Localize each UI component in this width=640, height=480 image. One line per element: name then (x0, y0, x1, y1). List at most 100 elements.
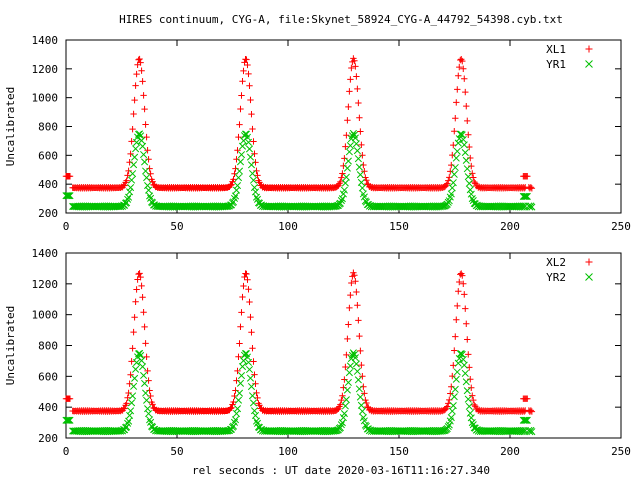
data-point (358, 407, 366, 415)
data-point (454, 139, 462, 147)
data-point (451, 127, 458, 135)
data-point (238, 92, 245, 99)
y-tick-label: 1400 (32, 247, 59, 260)
data-point (447, 390, 454, 397)
data-point (133, 286, 140, 293)
data-point (351, 134, 359, 142)
data-point (249, 176, 258, 184)
data-point (528, 203, 536, 211)
data-point (147, 418, 155, 426)
data-point (233, 182, 242, 190)
data-point (141, 105, 148, 113)
data-point (449, 151, 456, 159)
legend-label: XL1 (546, 43, 566, 56)
data-point (141, 158, 149, 166)
data-point (239, 293, 246, 301)
data-point (463, 165, 471, 173)
data-point (139, 142, 147, 150)
data-point (361, 168, 368, 175)
data-point (342, 143, 349, 150)
data-point (66, 192, 74, 200)
data-point (341, 402, 349, 410)
data-point (351, 272, 358, 279)
data-point (341, 376, 348, 383)
data-point (243, 270, 250, 278)
data-point (252, 380, 259, 387)
x-tick-label: 100 (278, 445, 298, 458)
data-point (145, 156, 152, 163)
data-point (464, 173, 472, 181)
data-point (140, 371, 148, 380)
series-XL1 (62, 55, 536, 192)
x-tick-label: 250 (611, 220, 631, 233)
data-point (143, 353, 150, 361)
data-point (222, 202, 231, 210)
y-tick-label: 1400 (32, 34, 59, 47)
legend-marker (585, 258, 593, 266)
data-point (463, 387, 471, 395)
data-point (521, 185, 528, 192)
data-point (527, 407, 535, 414)
data-point (232, 165, 239, 172)
data-point (136, 349, 144, 357)
y-tick-label: 600 (38, 149, 58, 162)
data-point (231, 416, 240, 424)
legend-marker (585, 273, 593, 281)
data-point (249, 344, 256, 352)
data-point (128, 399, 136, 407)
data-point (251, 371, 258, 378)
data-point (244, 358, 253, 366)
data-point (243, 56, 250, 63)
data-point (144, 367, 151, 375)
data-point (357, 128, 364, 135)
data-point (467, 414, 475, 422)
data-point (464, 395, 472, 403)
data-point (125, 167, 132, 175)
data-point (235, 133, 242, 141)
legend-label: YR2 (546, 271, 566, 284)
data-point (453, 99, 460, 106)
data-point (528, 428, 536, 436)
data-point (455, 288, 462, 295)
data-point (130, 328, 137, 336)
data-point (125, 417, 133, 425)
data-point (468, 162, 475, 170)
data-point (65, 416, 73, 424)
data-point (133, 359, 141, 367)
data-point (347, 76, 354, 83)
data-point (447, 414, 455, 422)
data-point (129, 345, 136, 352)
data-point (126, 411, 134, 419)
data-point (149, 401, 156, 408)
data-point (131, 374, 139, 382)
x-tick-label: 250 (611, 445, 631, 458)
data-point (250, 183, 259, 192)
data-point (471, 178, 478, 186)
data-point (346, 142, 354, 150)
legend-marker (585, 60, 593, 68)
data-point (145, 186, 153, 194)
data-point (359, 152, 366, 159)
data-point (522, 192, 530, 200)
x-tick-label: 200 (500, 220, 520, 233)
data-point (63, 416, 71, 424)
data-point (254, 172, 261, 179)
data-point (142, 167, 150, 175)
data-point (246, 374, 255, 382)
data-point (459, 272, 466, 279)
data-point (344, 157, 352, 165)
data-point (146, 192, 154, 200)
data-point (232, 387, 239, 394)
data-point (340, 409, 348, 418)
data-point (127, 371, 134, 378)
data-point (244, 61, 251, 69)
data-point (528, 408, 536, 415)
data-point (247, 313, 254, 321)
data-point (451, 347, 458, 354)
data-point (237, 323, 244, 330)
data-point (248, 392, 257, 400)
legend-marker-shape (585, 258, 593, 266)
data-point (443, 404, 450, 412)
data-point (222, 427, 231, 435)
data-point (337, 401, 344, 408)
